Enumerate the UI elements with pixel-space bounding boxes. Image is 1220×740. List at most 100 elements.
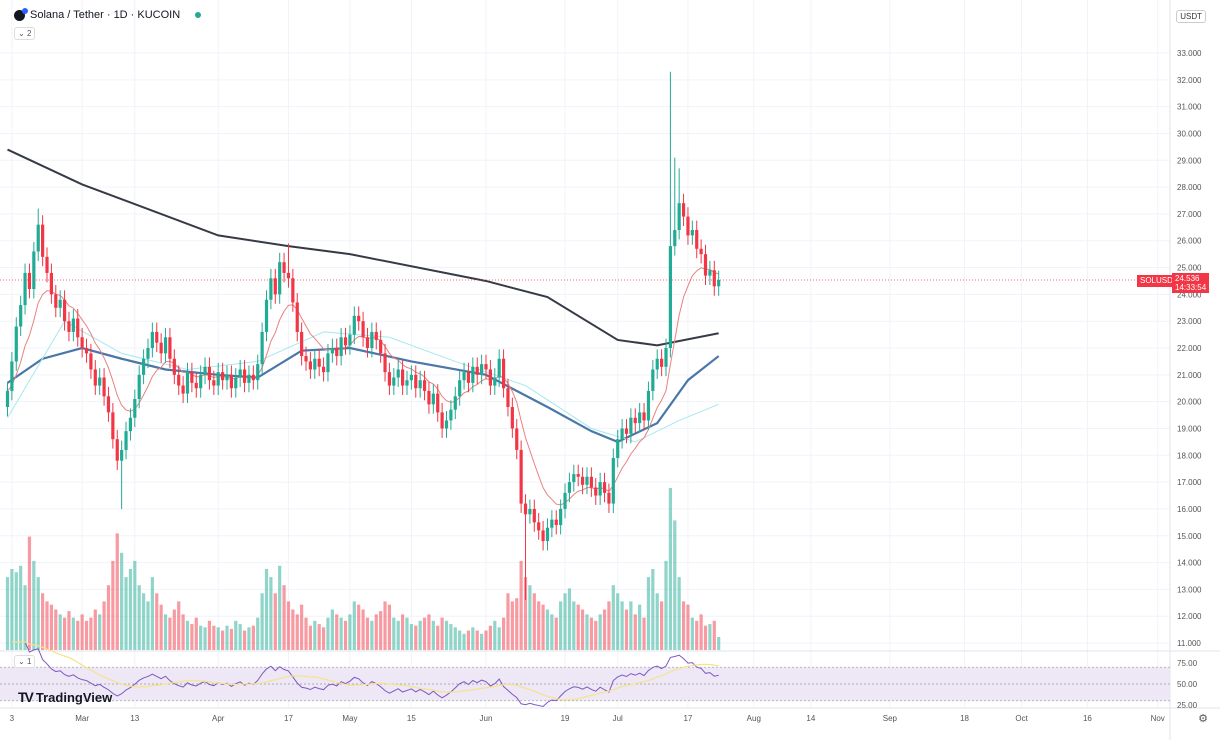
candle [234, 368, 238, 398]
currency-selector[interactable]: USDT [1176, 10, 1206, 23]
candle [181, 376, 185, 404]
volume-bar [611, 585, 615, 650]
candle [308, 352, 313, 379]
candle [313, 349, 317, 379]
candle [111, 403, 115, 449]
candle [71, 309, 75, 342]
candle-body [304, 356, 308, 362]
candle-body [238, 369, 242, 378]
candle-body [19, 305, 23, 327]
candle [695, 220, 699, 259]
indicators-collapse-button[interactable]: ⌄ 2 [14, 27, 36, 40]
candle [506, 378, 510, 417]
volume-bar [343, 620, 348, 650]
candle-body [251, 374, 255, 381]
x-tick-label: 15 [407, 714, 416, 723]
candle [155, 322, 159, 353]
candle [76, 309, 80, 347]
candle-body [80, 337, 84, 349]
x-tick-label: Nov [1151, 714, 1165, 723]
x-tick-label: 16 [1083, 714, 1092, 723]
candle [177, 365, 181, 395]
volume-bar [528, 585, 532, 650]
candle [602, 472, 607, 503]
candle-body [106, 396, 111, 413]
volume-bar [352, 601, 356, 650]
candle-body [168, 337, 172, 359]
candle-body [203, 366, 207, 375]
volume-bar [401, 614, 405, 650]
y-tick-label: 22.000 [1177, 344, 1202, 353]
volume-bar [703, 625, 708, 650]
candle [27, 263, 32, 299]
candle [269, 268, 273, 310]
candle [128, 408, 133, 441]
symbol-title[interactable]: Solana / Tether · 1D · KUCOIN [30, 9, 181, 21]
candle [221, 362, 225, 390]
volume-bar [133, 560, 137, 650]
volume-bar [54, 609, 58, 650]
volume-bar [36, 577, 40, 650]
volume-bar [559, 601, 563, 650]
candle [199, 365, 203, 398]
candle-body [282, 262, 286, 273]
candle [374, 322, 378, 350]
candle [396, 360, 400, 387]
candle-body [580, 476, 585, 485]
volume-bar [102, 601, 106, 650]
candle [203, 357, 207, 385]
candle [286, 243, 291, 288]
candle-body [633, 417, 637, 424]
candle [585, 467, 589, 495]
candle-body [690, 230, 694, 236]
volume-bar [71, 617, 75, 650]
rsi-collapse-button[interactable]: ⌄ 1 [14, 655, 36, 668]
volume-bar [629, 601, 633, 650]
candle-body [124, 431, 128, 450]
candle-body [172, 358, 176, 375]
candle [686, 207, 690, 245]
volume-bar [32, 560, 36, 650]
candle-body [462, 372, 466, 381]
candle [712, 260, 716, 296]
candle-body [677, 203, 681, 231]
candle [120, 440, 124, 509]
x-tick-label: Aug [747, 714, 761, 723]
candle [36, 208, 40, 261]
candle-body [585, 476, 589, 485]
volume-bar [177, 601, 181, 650]
candle-body [545, 527, 550, 542]
candle [159, 333, 163, 363]
candle-body [668, 246, 672, 349]
candle [471, 357, 475, 393]
candle-body [54, 294, 58, 308]
candle [642, 403, 646, 430]
volume-bar [229, 628, 233, 650]
volume-bar [80, 614, 84, 650]
volume-bar [238, 624, 242, 650]
y-tick-label: 24.000 [1177, 290, 1202, 299]
y-tick-label: 27.000 [1177, 210, 1202, 219]
candle-body [229, 374, 233, 389]
candle-body [36, 224, 40, 252]
volume-bar [480, 633, 484, 650]
candle-body [163, 337, 168, 354]
candle-body [177, 374, 181, 386]
candle [651, 360, 655, 401]
y-tick-label: 31.000 [1177, 103, 1202, 112]
volume-bar [137, 585, 141, 650]
candle-body [190, 372, 194, 383]
candle-body [488, 369, 492, 386]
candle [194, 373, 198, 398]
candle [58, 290, 62, 318]
candle [668, 71, 672, 358]
volume-bar [120, 552, 124, 650]
volume-bar [572, 601, 576, 650]
candle [93, 360, 97, 395]
volume-bar [308, 625, 313, 650]
candle-body [484, 364, 488, 370]
settings-gear-icon[interactable]: ⚙ [1198, 713, 1208, 725]
candle-body [453, 396, 457, 410]
candle-body [523, 503, 528, 515]
